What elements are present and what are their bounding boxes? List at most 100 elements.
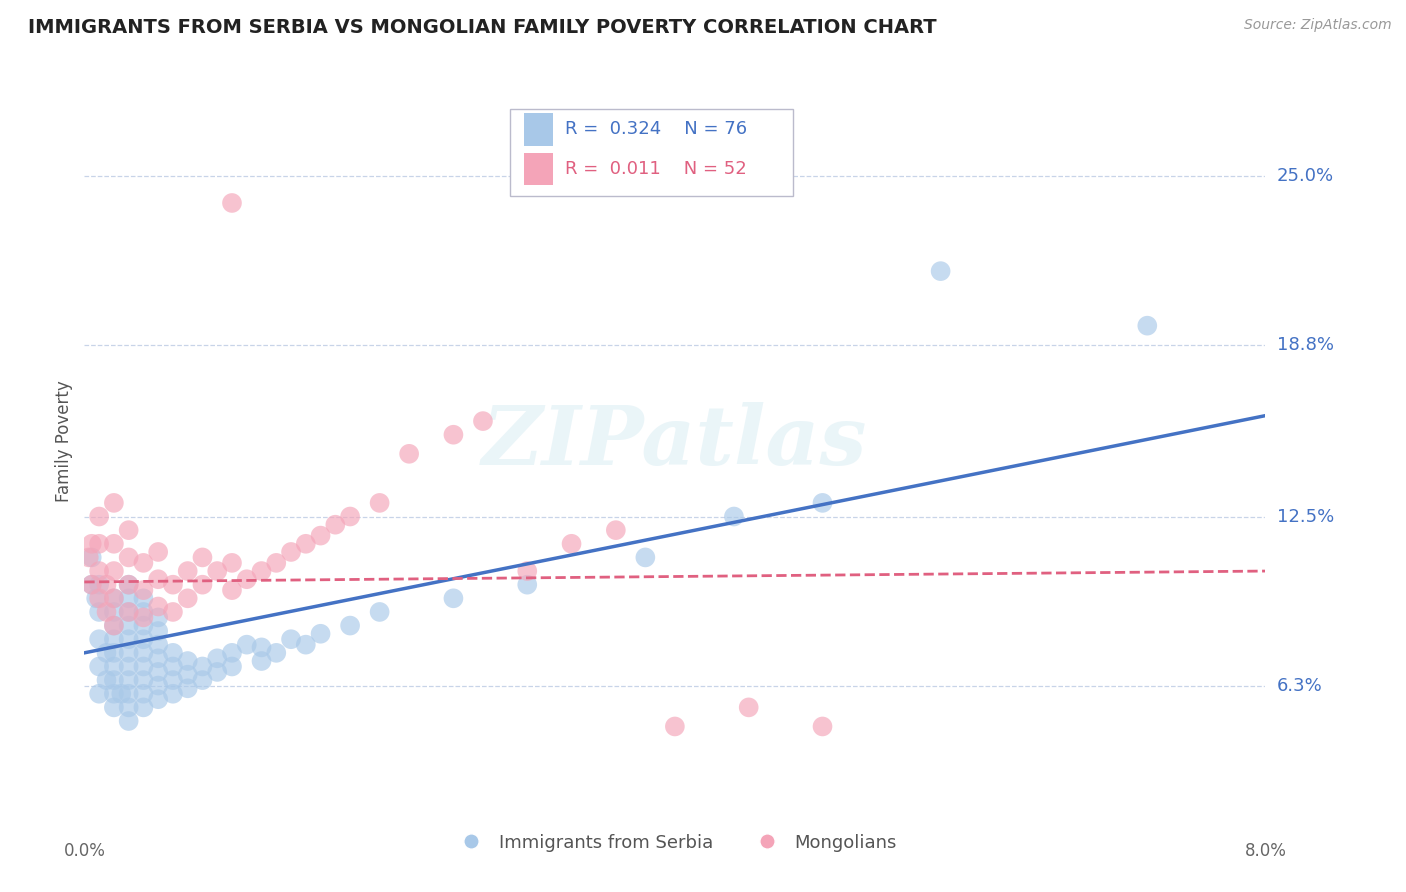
Point [309,626,332,640]
Point [221,196,243,211]
Point [264,646,288,660]
Text: 25.0%: 25.0% [1277,167,1334,185]
Point [118,618,141,632]
Point [295,537,318,551]
Point [443,427,465,442]
Point [148,572,170,586]
Point [103,605,125,619]
Text: IMMIGRANTS FROM SERBIA VS MONGOLIAN FAMILY POVERTY CORRELATION CHART: IMMIGRANTS FROM SERBIA VS MONGOLIAN FAMI… [28,18,936,37]
Point [148,610,170,624]
Point [96,646,118,660]
Text: 6.3%: 6.3% [1277,676,1322,695]
Point [118,550,141,565]
Point [118,673,141,687]
Point [118,687,141,701]
Point [118,714,141,728]
Point [162,687,184,701]
Point [339,509,361,524]
Point [664,719,686,733]
Point [103,618,125,632]
Point [103,687,125,701]
Point [118,646,141,660]
Bar [509,109,793,196]
Point [132,591,155,606]
Point [280,545,302,559]
Point [368,605,391,619]
Point [235,572,259,586]
Point [177,681,200,696]
Point [162,646,184,660]
Point [118,632,141,647]
Text: 8.0%: 8.0% [1244,842,1286,860]
Text: R =  0.324    N = 76: R = 0.324 N = 76 [565,120,747,138]
Point [80,577,103,591]
Point [221,659,243,673]
Point [811,719,834,733]
Point [148,624,170,638]
Point [103,564,125,578]
Point [96,673,118,687]
Point [103,537,125,551]
Y-axis label: Family Poverty: Family Poverty [55,381,73,502]
Text: 0.0%: 0.0% [63,842,105,860]
Point [87,687,111,701]
Point [87,591,111,606]
Point [309,528,332,542]
Point [516,577,538,591]
Point [103,496,125,510]
Point [103,618,125,632]
Point [221,646,243,660]
Point [148,651,170,665]
Bar [523,113,553,145]
Point [561,537,583,551]
Point [132,673,155,687]
Point [103,632,125,647]
Point [132,610,155,624]
Point [191,659,214,673]
Point [929,264,952,278]
Point [177,591,200,606]
Point [398,447,420,461]
Point [110,687,132,701]
Point [368,496,391,510]
Point [148,692,170,706]
Point [87,605,111,619]
Point [264,556,288,570]
Point [118,577,141,591]
Point [250,654,273,668]
Point [103,659,125,673]
Point [118,605,141,619]
Point [1136,318,1159,333]
Point [250,640,273,655]
Point [132,646,155,660]
Point [118,605,141,619]
Point [162,659,184,673]
Point [118,659,141,673]
Point [103,700,125,714]
Point [118,591,141,606]
Point [148,599,170,614]
Point [148,545,170,559]
Point [87,632,111,647]
Point [191,673,214,687]
Point [634,550,657,565]
Point [738,700,761,714]
Point [148,679,170,693]
Point [103,646,125,660]
Point [177,667,200,681]
Point [221,583,243,598]
Point [162,673,184,687]
Point [250,564,273,578]
Point [325,517,347,532]
Point [77,550,100,565]
Point [118,523,141,537]
Point [132,605,155,619]
Point [80,537,103,551]
Point [148,638,170,652]
Point [132,659,155,673]
Point [96,577,118,591]
Point [811,496,834,510]
Point [295,638,318,652]
Point [132,583,155,598]
Point [132,687,155,701]
